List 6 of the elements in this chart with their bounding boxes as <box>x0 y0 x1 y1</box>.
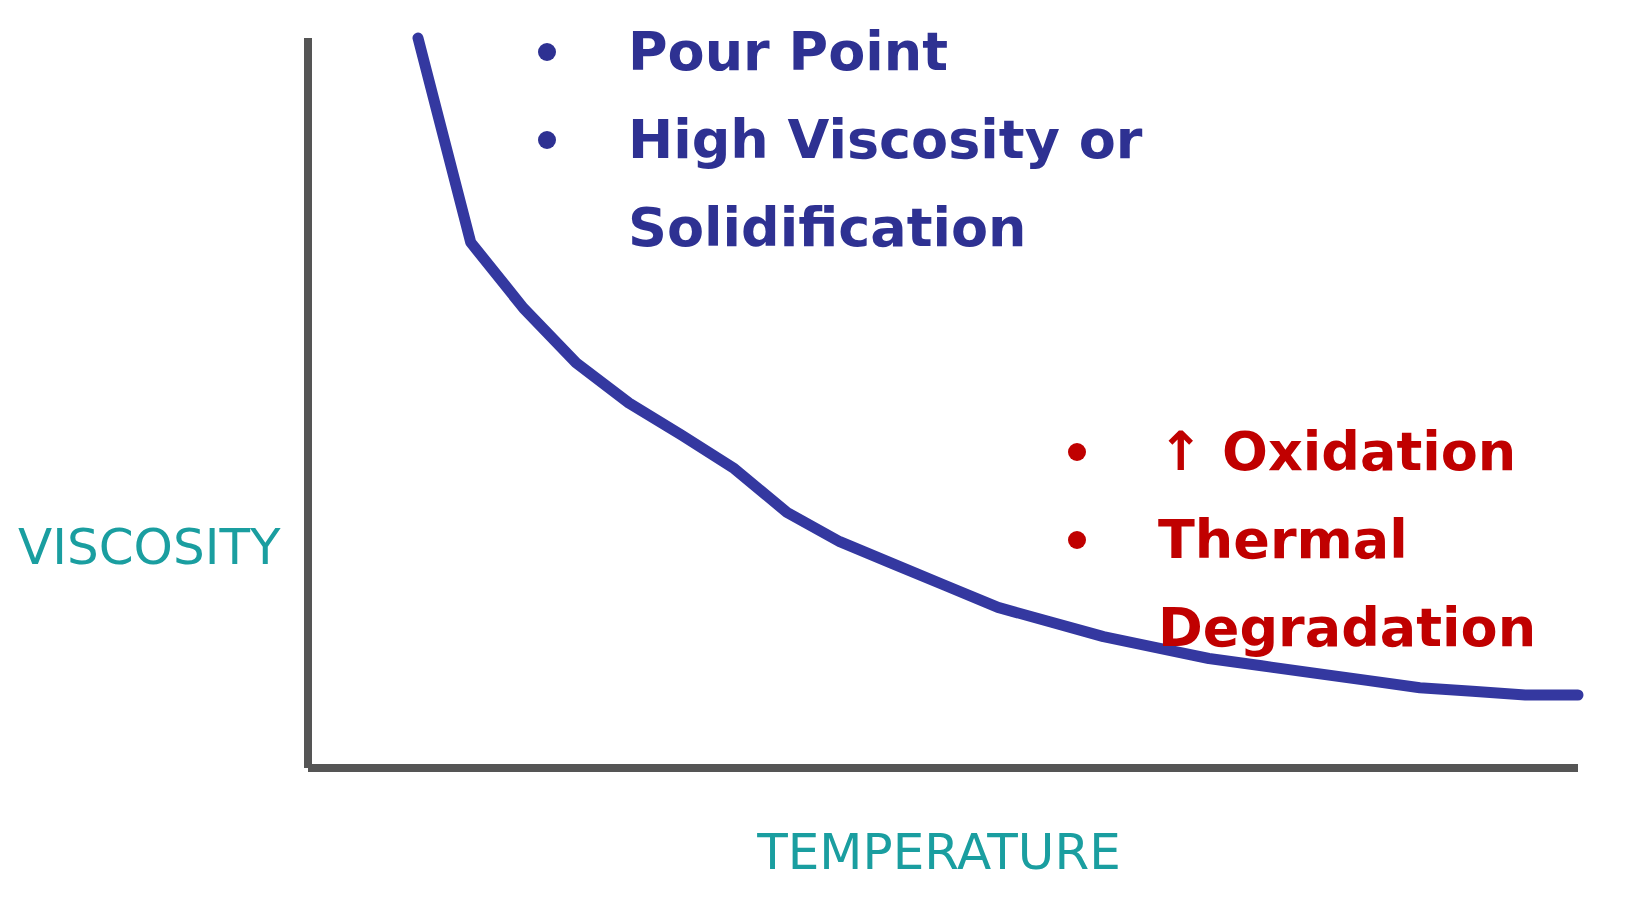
annotation: High Viscosity or Solidification <box>628 107 1144 261</box>
annotation: ↑ Oxidation <box>1158 419 1517 485</box>
y-axis-title: VISCOSITY <box>18 518 281 576</box>
annotation: Pour Point <box>628 19 948 85</box>
annotation: Thermal Degradation <box>1158 507 1538 661</box>
x-axis-title: TEMPERATURE <box>756 823 1122 881</box>
